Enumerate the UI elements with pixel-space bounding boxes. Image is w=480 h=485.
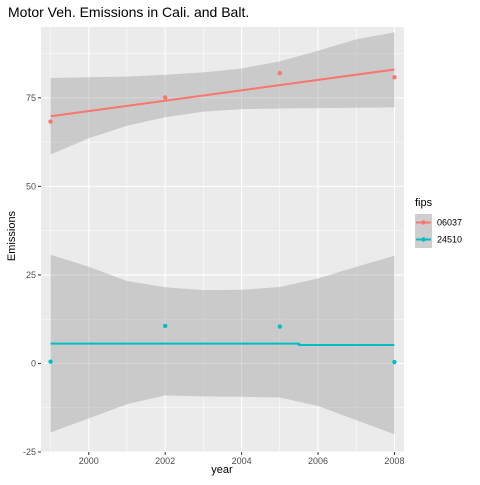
y-tick-label: 75 <box>26 93 36 103</box>
x-tick-label: 2000 <box>79 456 99 466</box>
x-axis-title: year <box>211 464 233 476</box>
y-tick-label: 50 <box>26 181 36 191</box>
y-tick-label: 25 <box>26 270 36 280</box>
data-point-24510 <box>48 359 53 364</box>
trend-line-06037 <box>50 68 395 118</box>
legend-key-point <box>421 237 426 242</box>
legend-title: fips <box>415 197 433 209</box>
data-point-06037 <box>48 119 53 124</box>
y-tick-label: 0 <box>31 358 36 368</box>
data-point-24510 <box>277 324 283 329</box>
data-points <box>48 70 397 365</box>
data-point-06037 <box>277 70 283 76</box>
trend-line-24510 <box>50 342 395 347</box>
data-point-06037 <box>392 75 397 80</box>
legend: fips 06037 24510 <box>415 197 462 248</box>
axis-ticks: 2000 2002 2004 2006 2008 -25 0 25 50 75 <box>23 93 404 466</box>
legend-label: 24510 <box>437 235 462 245</box>
x-tick-label: 2008 <box>384 456 404 466</box>
data-point-06037 <box>162 95 168 100</box>
legend-label: 06037 <box>437 218 462 228</box>
legend-key-point <box>421 220 426 225</box>
y-axis-title: Emissions <box>6 210 18 261</box>
data-point-24510 <box>162 323 168 329</box>
trend-lines <box>50 68 395 347</box>
data-point-24510 <box>392 359 397 365</box>
x-tick-label: 2002 <box>155 456 175 466</box>
x-tick-label: 2004 <box>232 456 252 466</box>
y-tick-label: -25 <box>23 447 36 457</box>
grid-lines <box>41 27 404 453</box>
x-tick-label: 2006 <box>308 456 328 466</box>
chart-title: Motor Veh. Emissions in Cali. and Balt. <box>8 4 249 20</box>
